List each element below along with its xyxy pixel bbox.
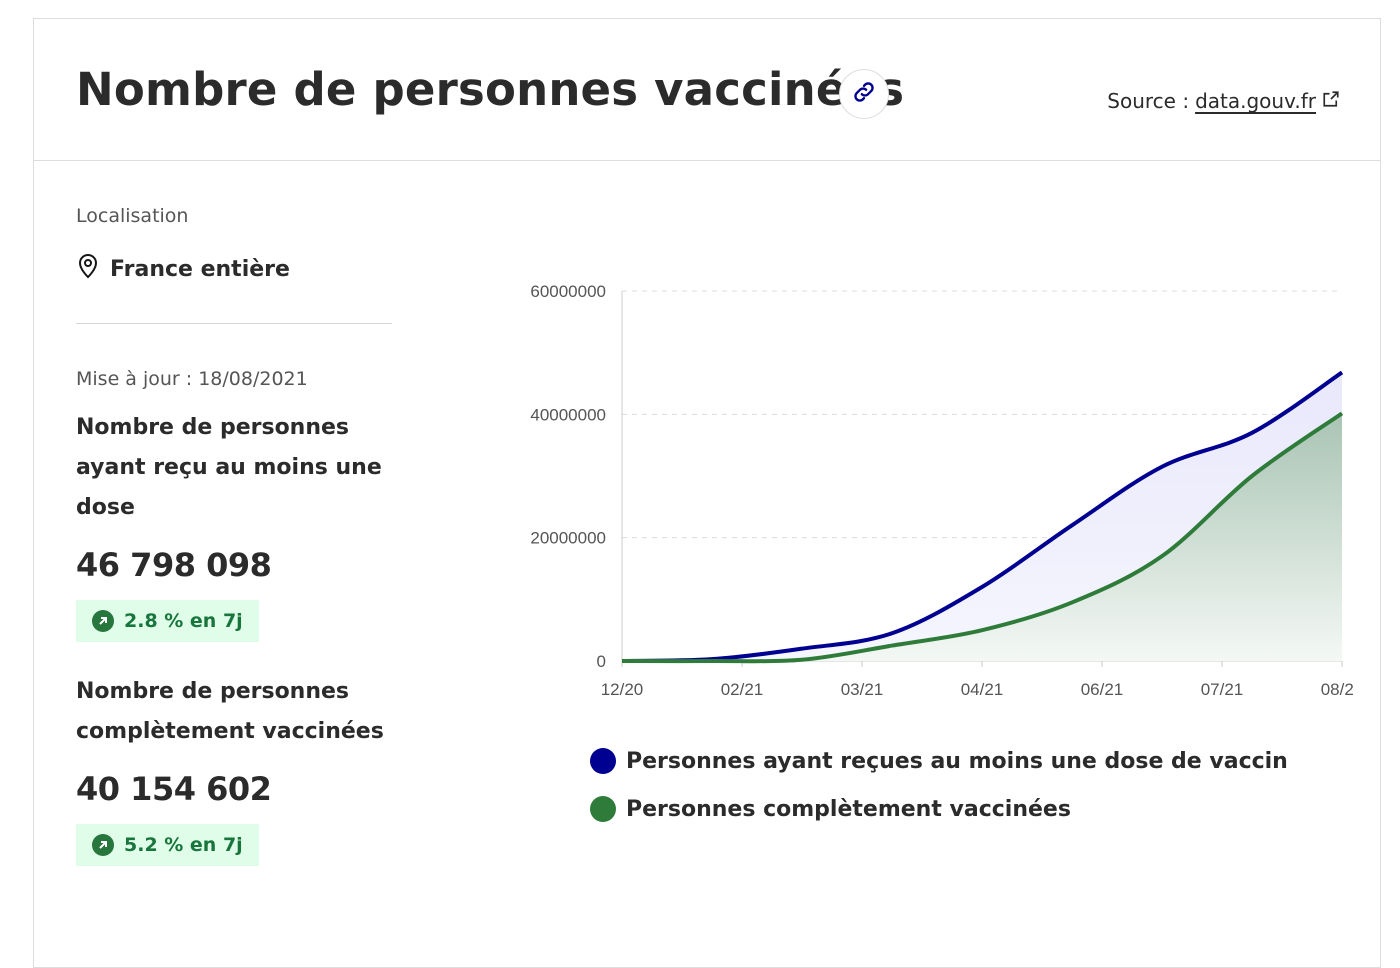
x-tick-label: 04/21 bbox=[961, 680, 1004, 699]
page-title: Nombre de personnes vaccinées bbox=[76, 63, 905, 116]
link-icon bbox=[851, 79, 877, 109]
vaccination-chart: 0 20000000 40000000 60000000 12/20 02/21 03/21… bbox=[530, 282, 1363, 699]
trend-badge-fully-vaccinated: 5.2 % en 7j bbox=[76, 824, 259, 866]
x-tick-label: 12/20 bbox=[601, 680, 644, 699]
x-tick-label: 08/21 bbox=[1321, 680, 1354, 699]
legend-item-first-dose[interactable]: Personnes ayant reçues au moins une dose… bbox=[590, 737, 1288, 785]
y-tick-label: 0 bbox=[597, 652, 606, 671]
update-date: Mise à jour : 18/08/2021 bbox=[76, 368, 308, 390]
chart-legend: Personnes ayant reçues au moins une dose… bbox=[590, 737, 1288, 833]
trend-text: 2.8 % en 7j bbox=[124, 610, 243, 632]
metric-title-fully-vaccinated: Nombre de personnes complètement vacciné… bbox=[76, 679, 384, 744]
series-line-fully-vaccinated bbox=[621, 411, 1344, 664]
x-tick-label: 03/21 bbox=[841, 680, 884, 699]
copy-link-button[interactable] bbox=[839, 69, 889, 119]
external-link-icon bbox=[1322, 89, 1340, 113]
x-tick-label: 02/21 bbox=[721, 680, 764, 699]
trend-badge-first-dose: 2.8 % en 7j bbox=[76, 600, 259, 642]
metric-value-fully-vaccinated: 40 154 602 bbox=[76, 770, 272, 808]
location-pin-icon bbox=[76, 253, 100, 285]
legend-label: Personnes complètement vaccinées bbox=[626, 796, 1071, 822]
vaccination-card: Nombre de personnes vaccinées Source : d… bbox=[33, 18, 1381, 968]
localisation-value[interactable]: France entière bbox=[76, 253, 392, 285]
source-label: Source : bbox=[1107, 89, 1190, 113]
y-tick-label: 40000000 bbox=[530, 405, 606, 424]
x-tick-label: 07/21 bbox=[1201, 680, 1244, 699]
legend-swatch-fully-vaccinated bbox=[590, 796, 616, 822]
trend-up-arrow-icon bbox=[92, 834, 114, 856]
y-tick-label: 20000000 bbox=[530, 529, 606, 548]
card-header: Nombre de personnes vaccinées Source : d… bbox=[34, 19, 1380, 161]
trend-up-arrow-icon bbox=[92, 610, 114, 632]
series-line-first-dose bbox=[621, 370, 1344, 663]
x-tick-label: 06/21 bbox=[1081, 680, 1124, 699]
legend-label: Personnes ayant reçues au moins une dose… bbox=[626, 748, 1288, 774]
legend-item-fully-vaccinated[interactable]: Personnes complètement vaccinées bbox=[590, 785, 1288, 833]
source-info: Source : data.gouv.fr bbox=[1107, 89, 1340, 113]
area-fully-vaccinated bbox=[622, 413, 1342, 662]
source-link[interactable]: data.gouv.fr bbox=[1195, 89, 1316, 113]
divider bbox=[76, 323, 392, 324]
localisation-label: Localisation bbox=[76, 205, 189, 227]
localisation-text: France entière bbox=[110, 256, 290, 282]
y-tick-label: 60000000 bbox=[530, 282, 606, 301]
trend-text: 5.2 % en 7j bbox=[124, 834, 243, 856]
legend-swatch-first-dose bbox=[590, 748, 616, 774]
sidebar: Localisation France entière Mise à jour … bbox=[76, 205, 392, 866]
metric-title-first-dose: Nombre de personnes ayant reçu au moins … bbox=[76, 415, 382, 520]
metric-value-first-dose: 46 798 098 bbox=[76, 546, 272, 584]
chart-container: 0 20000000 40000000 60000000 12/20 02/21 03/21… bbox=[474, 259, 1363, 733]
